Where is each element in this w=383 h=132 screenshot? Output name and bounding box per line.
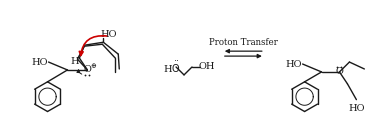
FancyArrowPatch shape: [79, 36, 106, 55]
Text: HO: HO: [100, 30, 116, 39]
Text: ⊕: ⊕: [90, 62, 96, 70]
Text: OH: OH: [199, 62, 215, 72]
Text: HO: HO: [31, 58, 48, 67]
Text: O: O: [336, 67, 344, 76]
Text: Proton Transfer: Proton Transfer: [209, 38, 278, 47]
FancyArrowPatch shape: [77, 70, 82, 74]
Text: HO: HO: [285, 60, 302, 69]
Text: O: O: [83, 65, 91, 74]
Text: HO: HO: [348, 104, 365, 113]
Text: H$\rm\ddot{O}$: H$\rm\ddot{O}$: [163, 59, 181, 75]
Text: H: H: [70, 56, 79, 66]
